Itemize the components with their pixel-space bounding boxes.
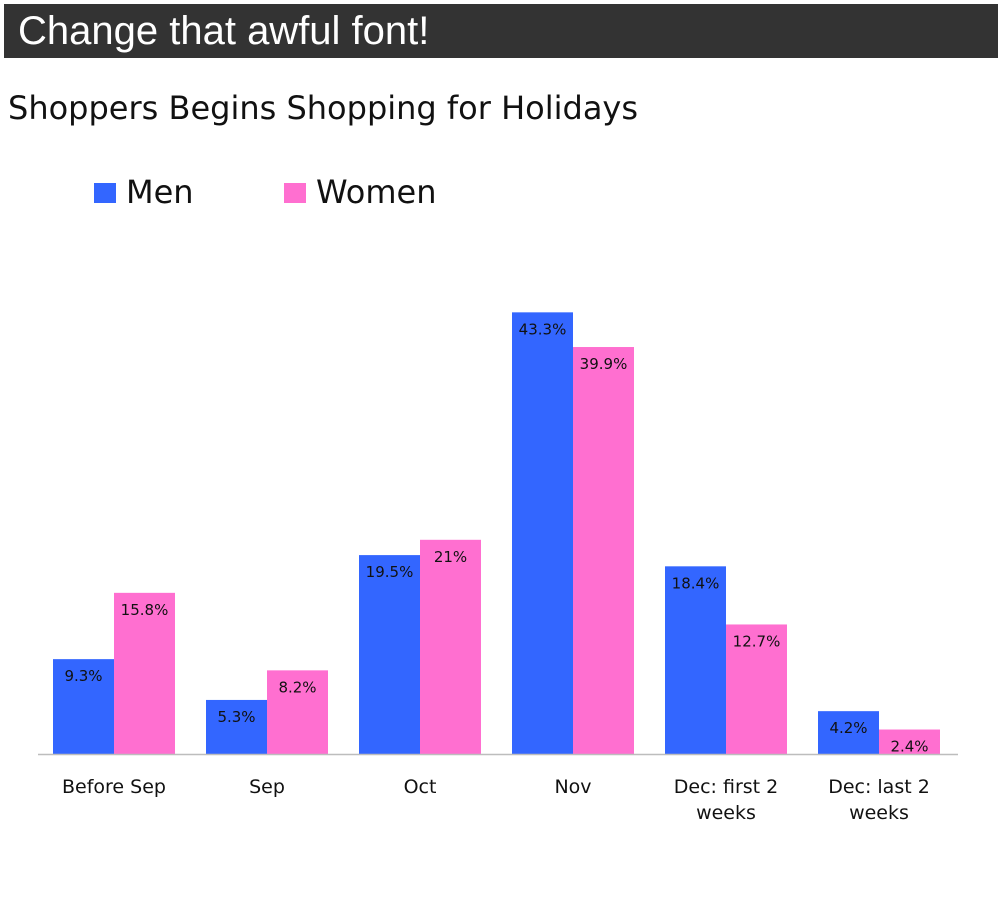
bar-men-oct [359,555,420,754]
x-tick-label-dec-first-2-weeks-line-2: weeks [696,802,756,824]
data-label-men-oct: 19.5% [366,563,414,581]
x-tick-label-nov: Nov [554,776,591,798]
x-tick-label-before-sep: Before Sep [62,776,166,798]
x-tick-label-dec-last-2-weeks: Dec: last 2 [828,776,930,798]
legend-label-women: Women [316,173,437,211]
bar-men-nov [512,312,573,754]
x-tick-label-dec-first-2-weeks: Dec: first 2 [674,776,778,798]
bar-men-sep [206,699,267,754]
bar-men-dec-last-2-weeks [818,711,879,754]
data-label-men-dec-last-2-weeks: 4.2% [829,719,867,737]
data-label-women-oct: 21% [434,548,467,566]
bar-women-before-sep [114,592,175,754]
data-label-men-nov: 43.3% [519,320,567,338]
header-text: Change that awful font! [18,9,430,53]
x-tick-label-oct: Oct [404,776,437,798]
data-label-women-before-sep: 15.8% [121,601,169,619]
bar-women-dec-first-2-weeks [726,624,787,754]
bar-men-before-sep [53,659,114,754]
bar-women-dec-last-2-weeks [879,729,940,754]
bar-men-dec-first-2-weeks [665,566,726,754]
x-tick-label-dec-last-2-weeks-line-2: weeks [849,802,909,824]
legend-swatch-men [94,183,116,203]
chart-title: Shoppers Begins Shopping for Holidays [8,89,639,127]
legend-swatch-women [284,183,306,203]
header-bar: Change that awful font! [4,4,998,58]
bar-women-nov [573,347,634,754]
data-label-men-sep: 5.3% [217,708,255,726]
data-label-women-dec-last-2-weeks: 2.4% [890,738,928,756]
data-label-women-sep: 8.2% [278,678,316,696]
data-label-men-before-sep: 9.3% [64,667,102,685]
legend-label-men: Men [126,173,194,211]
data-label-women-nov: 39.9% [580,355,628,373]
bar-women-oct [420,539,481,754]
bar-women-sep [267,670,328,754]
data-label-men-dec-first-2-weeks: 18.4% [672,574,720,592]
x-tick-label-sep: Sep [249,776,285,798]
data-label-women-dec-first-2-weeks: 12.7% [733,632,781,650]
